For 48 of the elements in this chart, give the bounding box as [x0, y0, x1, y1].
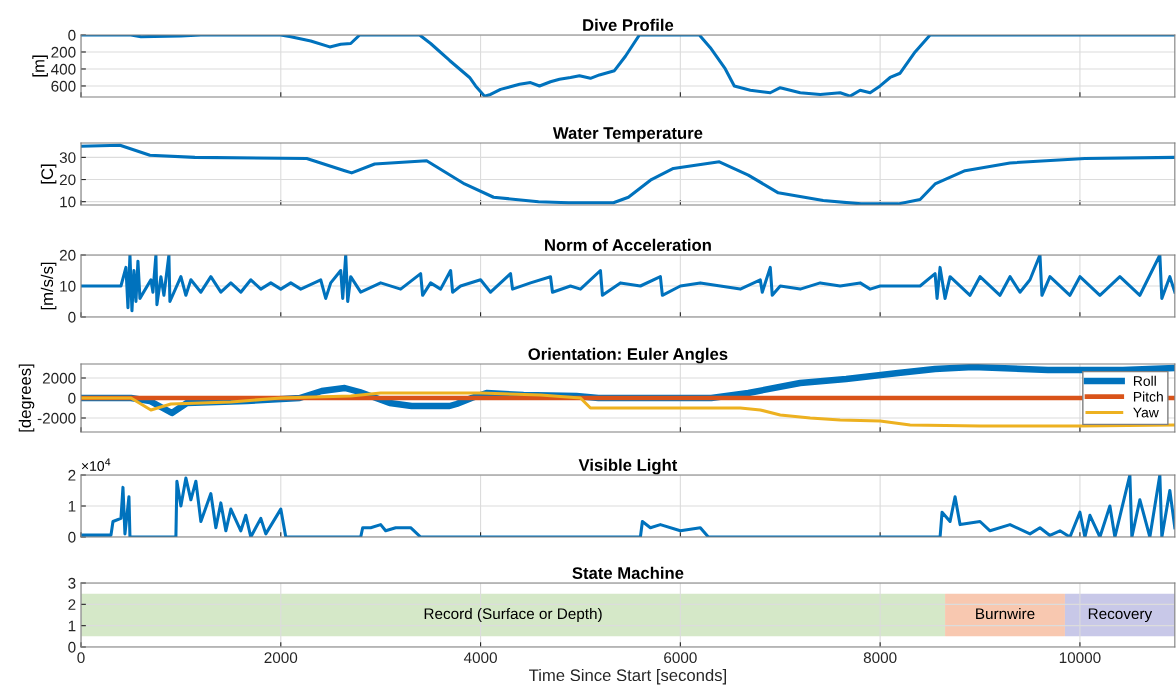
band-label: Burnwire: [976, 607, 1035, 620]
x-tick-label: 4000: [463, 652, 497, 664]
y-tick-label: 20: [59, 174, 76, 186]
line-series: [81, 143, 1175, 205]
chart-title: State Machine: [572, 566, 684, 579]
y-axis-title: [C]: [40, 164, 57, 184]
x-tick-label: 6000: [664, 652, 697, 664]
line-series: [81, 391, 1175, 428]
x-axis-title: Time Since Start [seconds]: [529, 668, 726, 685]
y-tick-label: 600: [51, 80, 76, 92]
y-tick-label: 2: [68, 469, 76, 481]
y-tick-label: 0: [68, 531, 76, 543]
y-tick-label: 0: [68, 392, 76, 404]
y-tick-label: 30: [59, 152, 76, 164]
legend-label: Roll: [1133, 375, 1156, 386]
text: ×10$^{4}$: [81, 458, 111, 471]
legend-label: Yaw: [1133, 407, 1159, 418]
chart-title: Dive Profile: [583, 18, 674, 31]
y-axis-title: [m]: [32, 55, 48, 77]
y-tick-label: 0: [68, 29, 76, 41]
y-tick-label: 2: [68, 599, 76, 610]
x-tick-label: 0: [77, 652, 85, 664]
band-label: Recovery: [1088, 608, 1153, 623]
y-tick-label: 0: [68, 641, 76, 653]
chart-title: Norm of Acceleration: [545, 238, 711, 251]
y-axis-title: [m/s/s]: [40, 262, 57, 310]
chart-title: Visible Light: [578, 458, 678, 475]
y-tick-label: -2000: [37, 412, 76, 424]
y-tick-label: 1: [68, 620, 76, 632]
band-label: Record (Surface or Depth): [424, 607, 602, 623]
y-axis-title: [degrees]: [18, 364, 35, 432]
chart-title: Water Temperature: [552, 127, 703, 143]
x-tick-label: 2000: [264, 652, 298, 664]
y-tick-label: 0: [68, 311, 76, 323]
y-tick-label: 400: [51, 63, 76, 75]
x-tick-label: 10000: [1059, 652, 1101, 664]
y-tick-label: 3: [68, 577, 76, 589]
line-series: [81, 35, 1175, 97]
x-tick-label: 8000: [863, 652, 897, 664]
legend-label: Pitch: [1133, 391, 1163, 402]
y-tick-label: 200: [51, 46, 76, 58]
y-tick-label: 2000: [42, 372, 76, 384]
y-tick-label: 20: [59, 249, 76, 261]
chart-title: Orientation: Euler Angles: [528, 347, 728, 364]
y-tick-label: 10: [60, 280, 76, 292]
y-tick-label: 10: [60, 196, 76, 208]
line-series: [81, 475, 1175, 537]
y-tick-label: 1: [68, 501, 76, 512]
